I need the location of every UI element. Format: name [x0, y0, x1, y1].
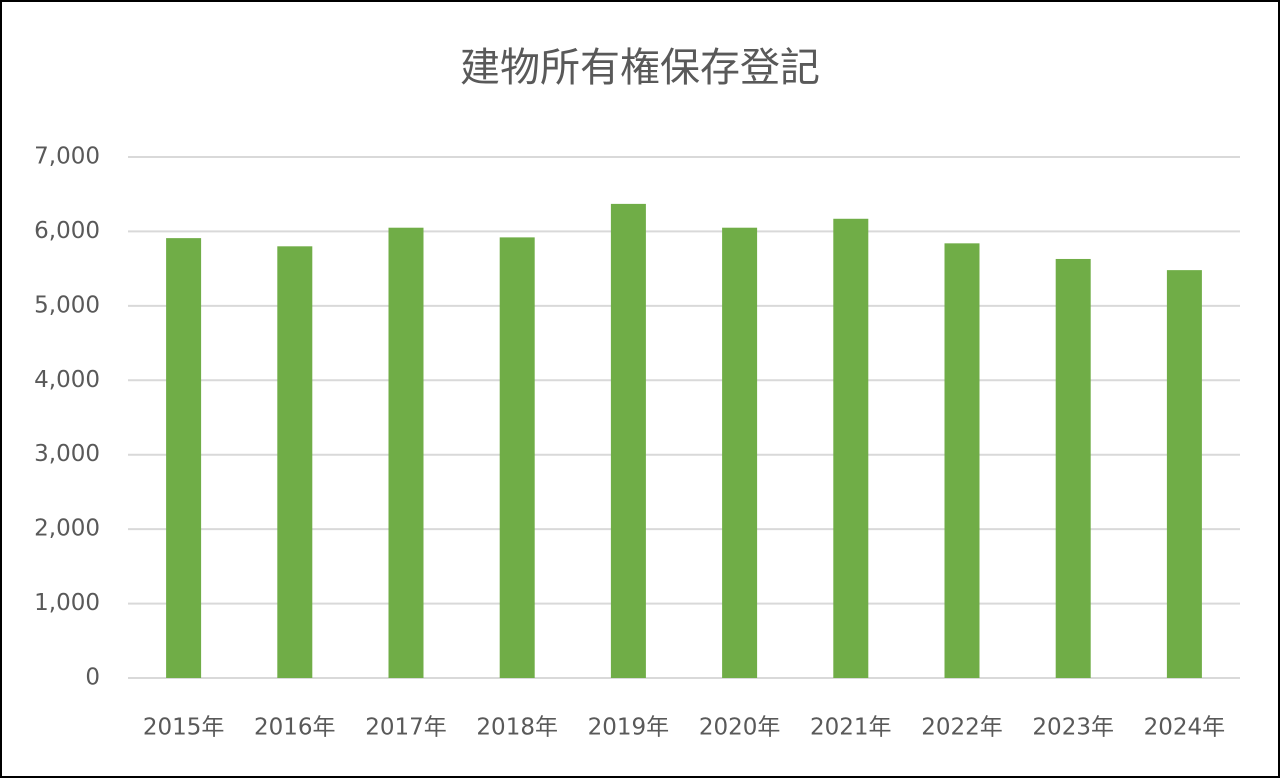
bar — [944, 243, 980, 678]
y-tick-label: 0 — [85, 665, 100, 691]
bar — [277, 246, 313, 679]
x-tick-label: 2017年 — [365, 715, 447, 741]
x-tick-label: 2021年 — [810, 715, 892, 741]
chart-title: 建物所有権保存登記 — [460, 45, 820, 91]
y-tick-label: 3,000 — [34, 441, 100, 467]
y-tick-label: 1,000 — [34, 590, 100, 616]
x-tick-label: 2020年 — [699, 715, 781, 741]
y-tick-label: 5,000 — [34, 292, 100, 318]
x-tick-label: 2022年 — [921, 715, 1003, 741]
x-tick-label: 2015年 — [143, 715, 225, 741]
x-tick-label: 2016年 — [254, 715, 336, 741]
y-tick-label: 4,000 — [34, 367, 100, 393]
bar — [1055, 258, 1091, 678]
x-tick-label: 2023年 — [1032, 715, 1114, 741]
y-tick-label: 6,000 — [34, 218, 100, 244]
bar — [1166, 270, 1202, 678]
bar — [833, 218, 869, 679]
bar — [610, 203, 646, 678]
x-tick-label: 2024年 — [1144, 715, 1226, 741]
y-tick-label: 2,000 — [34, 516, 100, 542]
bar — [722, 227, 758, 678]
y-tick-label: 7,000 — [34, 144, 100, 170]
x-tick-label: 2018年 — [476, 715, 558, 741]
x-tick-label: 2019年 — [588, 715, 670, 741]
bar — [499, 237, 535, 678]
bar — [166, 238, 202, 678]
bar — [388, 227, 424, 678]
